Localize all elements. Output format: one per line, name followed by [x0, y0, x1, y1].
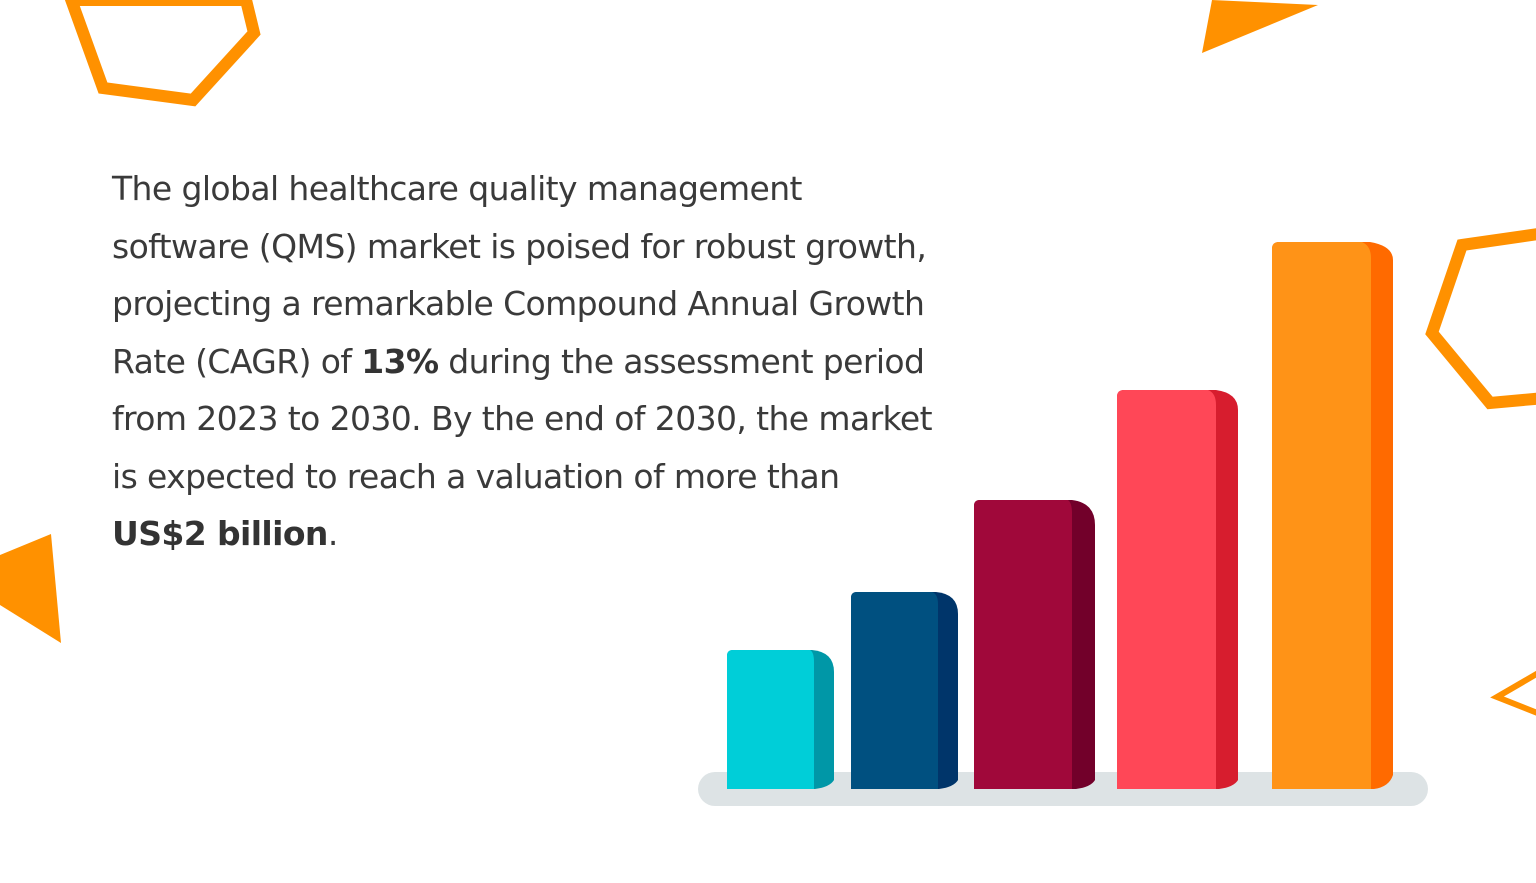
bar-3 [974, 500, 1095, 789]
valuation-value: US$2 billion [112, 514, 328, 553]
description-text: . [327, 514, 338, 553]
triangle-icon [1202, 0, 1318, 53]
cagr-value: 13% [361, 341, 439, 381]
market-description: The global healthcare quality management… [112, 160, 942, 563]
triangle-icon [0, 534, 61, 643]
description-text: The global healthcare quality management… [112, 169, 927, 381]
bar-1 [727, 650, 834, 789]
description-text: during the assessment period from 2023 t… [112, 341, 933, 496]
hexagon-outline-icon [1425, 228, 1536, 410]
bar-2 [851, 592, 958, 789]
bar-4 [1117, 390, 1238, 789]
bar-5 [1272, 242, 1393, 789]
triangle-outline-icon [1490, 670, 1536, 716]
hexagon-outline-icon [64, 0, 261, 107]
